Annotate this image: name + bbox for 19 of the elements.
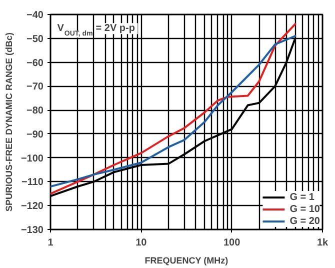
y-tick-label: −80 bbox=[26, 106, 44, 117]
x-axis-title: FREQUENCY (MHz) bbox=[144, 256, 228, 266]
x-tick-label: 1k bbox=[316, 238, 328, 248]
legend-label: G = 20 bbox=[290, 215, 320, 227]
y-tick-label: −50 bbox=[26, 34, 44, 45]
legend-label: G = 10 bbox=[290, 203, 320, 215]
y-tick-label: −100 bbox=[20, 153, 44, 164]
y-tick-label: −90 bbox=[26, 129, 44, 140]
x-tick-label: 100 bbox=[223, 238, 241, 248]
x-tick-label: 10 bbox=[136, 238, 148, 248]
y-tick-label: −130 bbox=[20, 225, 44, 236]
y-tick-label: −120 bbox=[20, 201, 44, 212]
y-tick-label: −40 bbox=[26, 10, 44, 21]
y-tick-label: −110 bbox=[22, 177, 44, 188]
legend-label: G = 1 bbox=[290, 191, 314, 203]
x-tick-label: 1 bbox=[48, 238, 54, 248]
y-tick-label: −70 bbox=[26, 82, 44, 93]
y-tick-label: −60 bbox=[26, 58, 44, 69]
y-axis-title: SPURIOUS-FREE DYNAMIC RANGE (dBc) bbox=[4, 32, 14, 212]
